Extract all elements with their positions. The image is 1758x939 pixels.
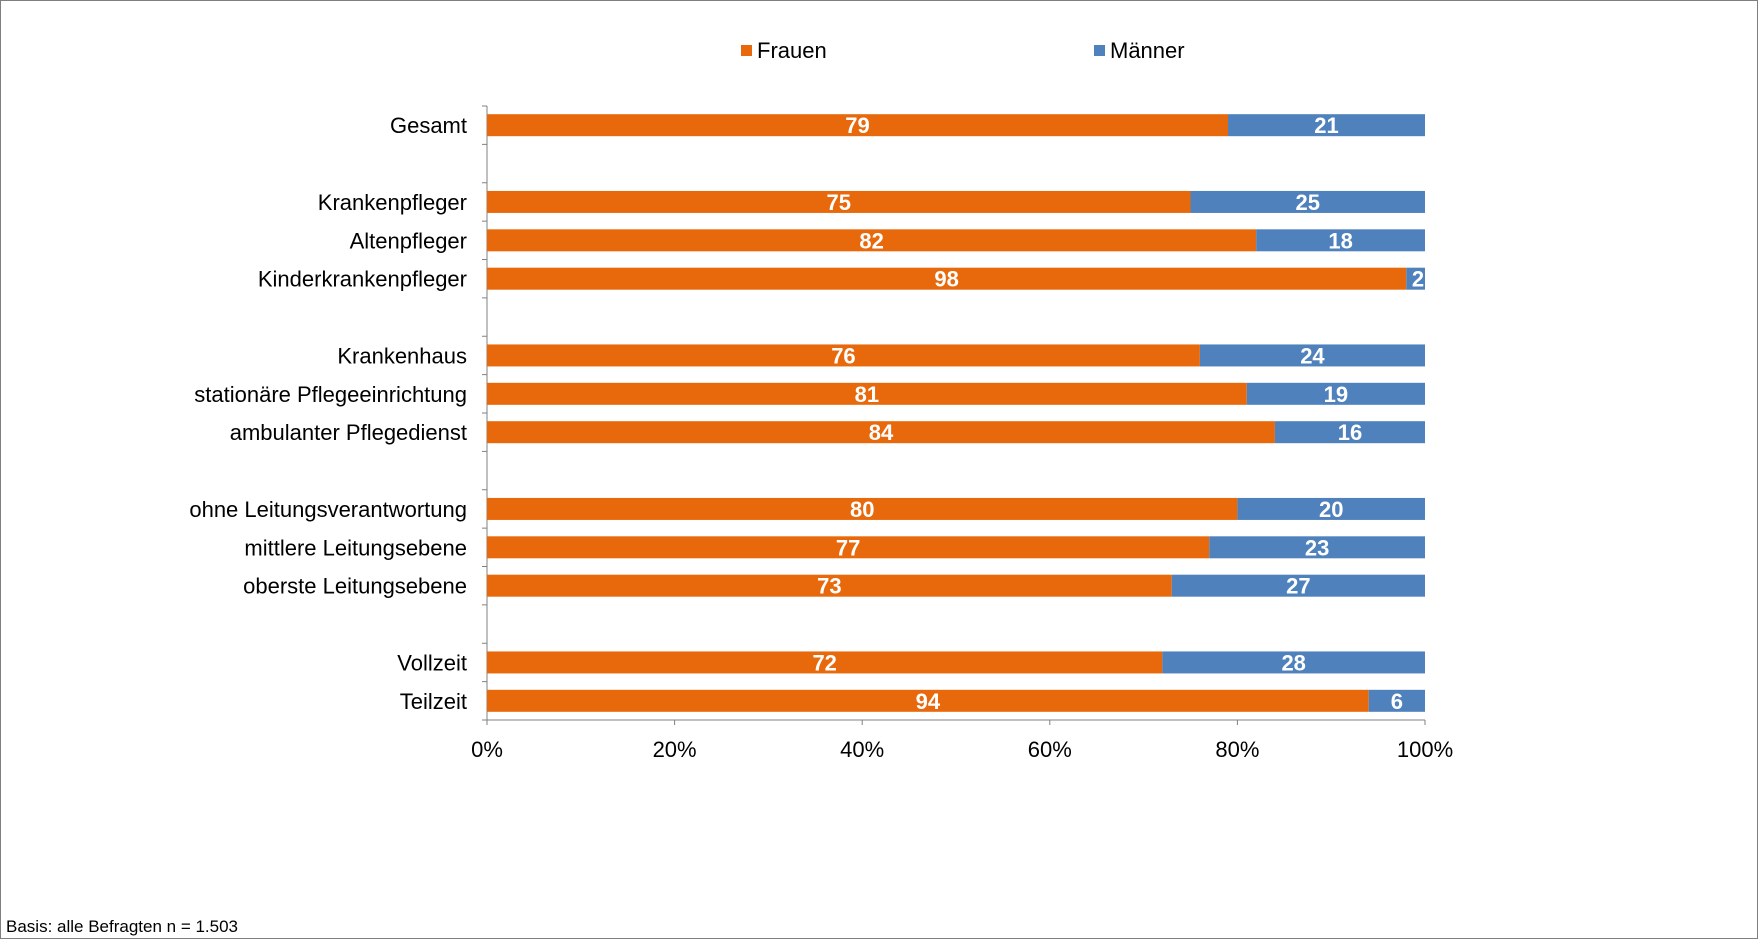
x-tick-label: 80% — [1215, 737, 1259, 762]
x-tick-label: 60% — [1028, 737, 1072, 762]
category-label-teilzeit: Teilzeit — [400, 689, 467, 714]
bar-männer-krankenhaus — [1199, 344, 1425, 367]
bar-männer-teilzeit — [1368, 689, 1425, 712]
category-label-kinderkrankenpfleger: Kinderkrankenpfleger — [258, 267, 467, 292]
category-label-oberste-leitungsebene: oberste Leitungsebene — [243, 574, 467, 599]
legend-label-frauen: Frauen — [757, 38, 827, 63]
data-label-männer: 19 — [1324, 382, 1348, 407]
data-label-frauen: 75 — [827, 190, 851, 215]
data-label-männer: 2 — [1412, 267, 1424, 292]
data-label-frauen: 98 — [934, 267, 958, 292]
legend-swatch-frauen — [741, 45, 752, 56]
bar-frauen-kinderkrankenpfleger — [487, 267, 1407, 290]
bar-männer-ohne-leitungsverantwortung — [1237, 497, 1425, 520]
data-label-frauen: 82 — [859, 228, 883, 253]
bar-frauen-altenpfleger — [487, 229, 1257, 252]
bar-frauen-mittlere-leitungsebene — [487, 536, 1210, 559]
data-label-frauen: 73 — [817, 574, 841, 599]
bar-männer-ambulanter-pflegedienst — [1274, 421, 1425, 444]
bar-männer-altenpfleger — [1256, 229, 1425, 252]
data-label-frauen: 94 — [916, 689, 941, 714]
x-tick-label: 0% — [471, 737, 503, 762]
data-label-frauen: 72 — [812, 650, 836, 675]
data-label-männer: 28 — [1281, 650, 1305, 675]
bar-männer-gesamt — [1228, 114, 1425, 137]
data-label-frauen: 80 — [850, 497, 874, 522]
category-label-altenpfleger: Altenpfleger — [350, 228, 467, 253]
bar-frauen-krankenpfleger — [487, 190, 1191, 213]
data-label-männer: 16 — [1338, 420, 1362, 445]
data-label-männer: 21 — [1314, 113, 1338, 138]
data-label-männer: 18 — [1328, 228, 1352, 253]
data-label-frauen: 79 — [845, 113, 869, 138]
category-label-mittlere-leitungsebene: mittlere Leitungsebene — [244, 535, 467, 560]
category-label-ambulanter-pflegedienst: ambulanter Pflegedienst — [230, 420, 467, 445]
bar-männer-mittlere-leitungsebene — [1209, 536, 1425, 559]
x-tick-label: 100% — [1397, 737, 1453, 762]
data-label-männer: 24 — [1300, 343, 1325, 368]
category-label-vollzeit: Vollzeit — [397, 650, 467, 675]
bar-frauen-oberste-leitungsebene — [487, 574, 1172, 597]
bar-frauen-ambulanter-pflegedienst — [487, 421, 1275, 444]
bar-frauen-gesamt — [487, 114, 1229, 137]
category-label-stationäre-pflegeeinrichtung: stationäre Pflegeeinrichtung — [194, 382, 467, 407]
x-tick-label: 20% — [653, 737, 697, 762]
footnote: Basis: alle Befragten n = 1.503 — [6, 917, 239, 936]
category-label-krankenhaus: Krankenhaus — [337, 343, 467, 368]
category-label-ohne-leitungsverantwortung: ohne Leitungsverantwortung — [189, 497, 467, 522]
data-label-männer: 6 — [1391, 689, 1403, 714]
data-label-frauen: 77 — [836, 535, 860, 560]
legend-label-männer: Männer — [1110, 38, 1185, 63]
bar-frauen-vollzeit — [487, 651, 1163, 674]
data-label-frauen: 76 — [831, 343, 855, 368]
bar-männer-vollzeit — [1162, 651, 1425, 674]
bar-frauen-stationäre-pflegeeinrichtung — [487, 382, 1247, 405]
bar-frauen-teilzeit — [487, 689, 1369, 712]
data-label-frauen: 84 — [869, 420, 894, 445]
x-tick-label: 40% — [840, 737, 884, 762]
bar-männer-stationäre-pflegeeinrichtung — [1246, 382, 1425, 405]
legend-swatch-männer — [1094, 45, 1105, 56]
category-label-gesamt: Gesamt — [390, 113, 467, 138]
data-label-männer: 23 — [1305, 535, 1329, 560]
bar-männer-krankenpfleger — [1190, 190, 1425, 213]
data-label-frauen: 81 — [855, 382, 879, 407]
category-label-krankenpfleger: Krankenpfleger — [318, 190, 467, 215]
data-label-männer: 20 — [1319, 497, 1343, 522]
bar-frauen-ohne-leitungsverantwortung — [487, 497, 1238, 520]
data-label-männer: 25 — [1296, 190, 1320, 215]
bar-männer-kinderkrankenpfleger — [1406, 267, 1425, 290]
data-label-männer: 27 — [1286, 574, 1310, 599]
bar-frauen-krankenhaus — [487, 344, 1200, 367]
bar-männer-oberste-leitungsebene — [1171, 574, 1425, 597]
